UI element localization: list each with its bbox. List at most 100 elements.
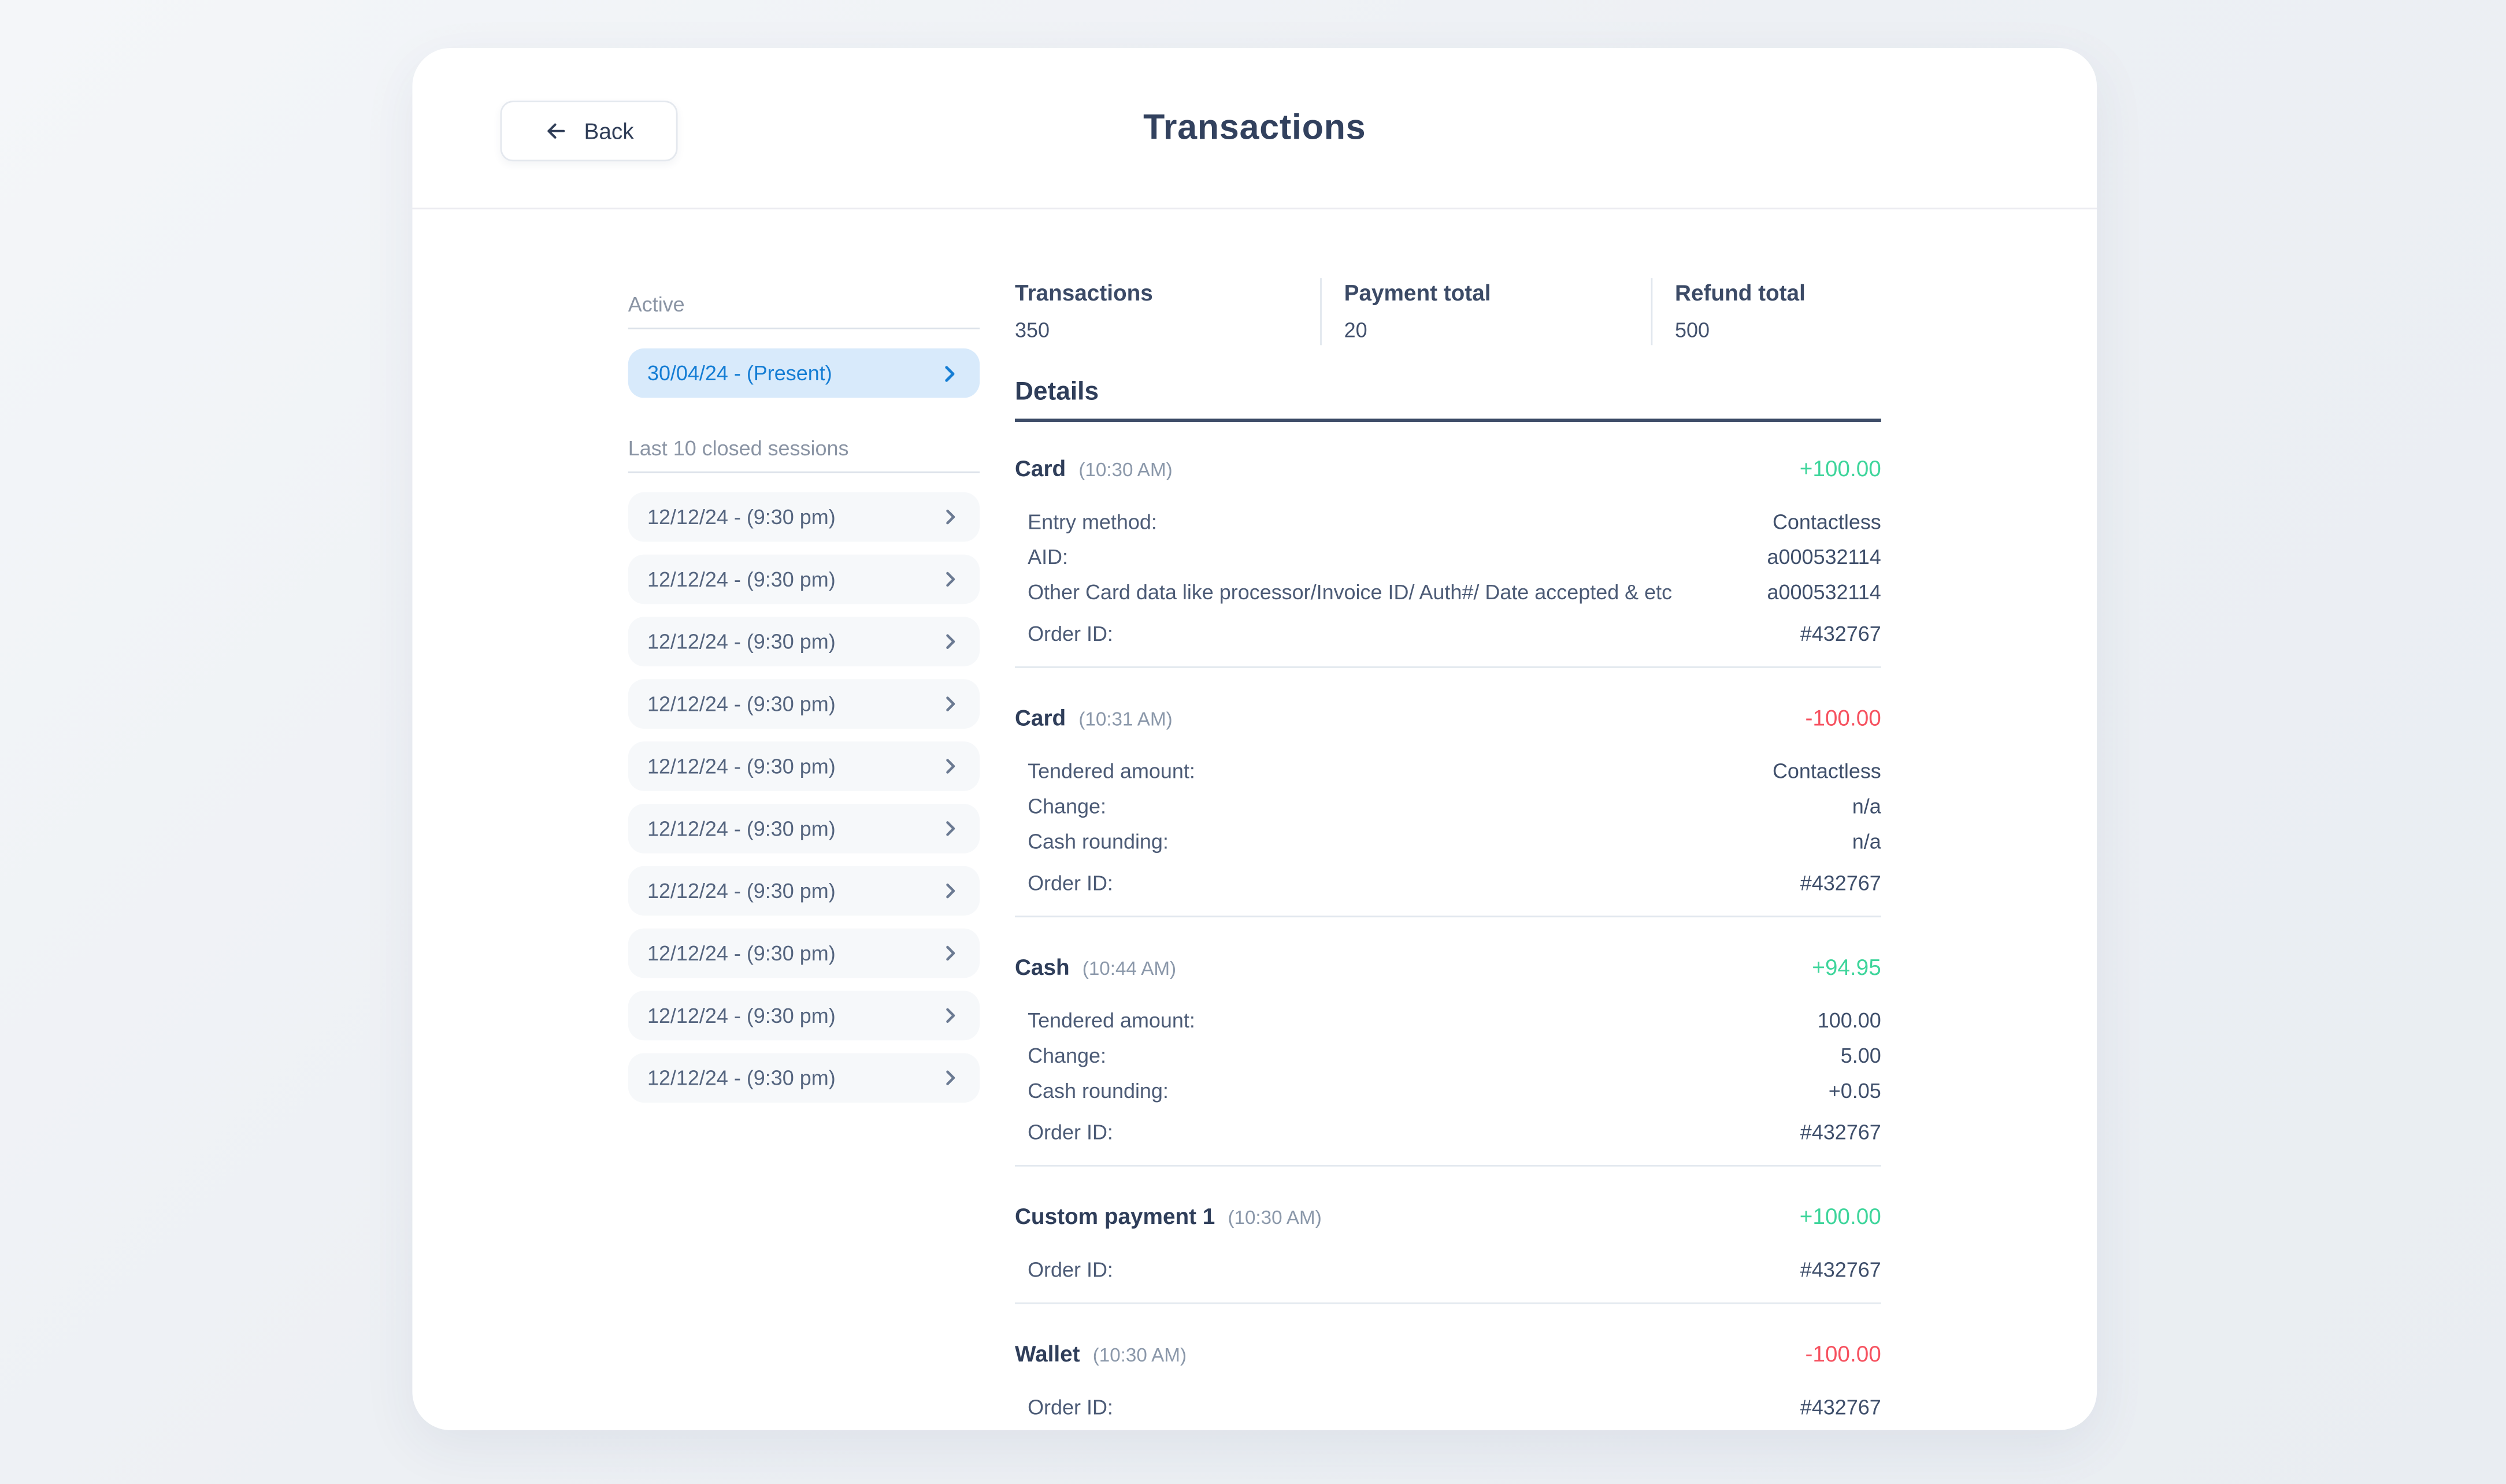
- chevron-right-icon: [940, 1067, 961, 1088]
- stat-payment-total: Payment total 20: [1320, 278, 1651, 346]
- payment-amount: +100.00: [1799, 1203, 1881, 1229]
- detail-value: Contactless: [1772, 510, 1881, 534]
- closed-session-item[interactable]: 12/12/24 - (9:30 pm): [628, 1053, 980, 1103]
- closed-session-item[interactable]: 12/12/24 - (9:30 pm): [628, 741, 980, 791]
- detail-row: AID: a000532114: [1015, 540, 1881, 576]
- closed-session-item[interactable]: 12/12/24 - (9:30 pm): [628, 803, 980, 854]
- session-item-label: 12/12/24 - (9:30 pm): [647, 754, 836, 778]
- payment-method: Wallet: [1014, 1341, 1080, 1367]
- order-id-label: Order ID:: [1028, 871, 1113, 895]
- back-button-label: Back: [584, 118, 634, 144]
- active-session-item[interactable]: 30/04/24 - (Present): [628, 348, 980, 398]
- payment-method: Cash: [1014, 954, 1070, 980]
- detail-row: Cash rounding: +0.05: [1015, 1074, 1881, 1109]
- session-item-label: 12/12/24 - (9:30 pm): [647, 692, 836, 716]
- order-id-label: Order ID:: [1028, 621, 1113, 646]
- payment-amount: +100.00: [1799, 455, 1881, 481]
- order-id-row: Order ID: #432767: [1015, 866, 1881, 901]
- back-button[interactable]: Back: [500, 101, 678, 162]
- detail-label: Tendered amount:: [1028, 759, 1195, 784]
- order-id-row: Order ID: #432767: [1015, 1115, 1881, 1151]
- order-id-value: #432767: [1800, 1257, 1881, 1282]
- detail-row: Change: 5.00: [1015, 1038, 1881, 1074]
- transaction-entry-card-1031: Card (10:31 AM) -100.00 Tendered amount:…: [1015, 668, 1881, 901]
- transactions-summary: Transactions 350 Payment total 20 Refund…: [1014, 278, 1881, 346]
- header: Back Transactions: [412, 48, 2097, 210]
- detail-label: Change:: [1028, 794, 1107, 818]
- detail-label: Change:: [1028, 1043, 1107, 1068]
- order-id-row: Order ID: #432767: [1015, 1390, 1881, 1426]
- detail-label: Tendered amount:: [1028, 1008, 1195, 1033]
- payment-amount: -100.00: [1805, 1341, 1881, 1367]
- transaction-entry-custom-payment: Custom payment 1 (10:30 AM) +100.00 Orde…: [1015, 1167, 1881, 1288]
- order-id-value: #432767: [1800, 871, 1881, 895]
- details-heading: Details: [1014, 379, 1099, 406]
- active-section-label: Active: [628, 292, 685, 317]
- detail-label: Other Card data like processor/Invoice I…: [1028, 580, 1673, 604]
- detail-value: +0.05: [1828, 1078, 1881, 1103]
- app-card: Back Transactions Active 30/04/24 - (Pre…: [412, 47, 2097, 1430]
- session-item-label: 12/12/24 - (9:30 pm): [647, 878, 836, 903]
- order-id-row: Order ID: #432767: [1015, 1253, 1881, 1288]
- session-item-label: 12/12/24 - (9:30 pm): [647, 817, 836, 841]
- detail-row: Entry method: Contactless: [1015, 505, 1881, 540]
- session-item-label: 12/12/24 - (9:30 pm): [647, 1003, 836, 1028]
- detail-value: 100.00: [1817, 1008, 1881, 1033]
- details-rule: [1014, 418, 1881, 422]
- chevron-right-icon: [938, 362, 961, 384]
- entry-divider: [1014, 1164, 1881, 1167]
- payment-method: Custom payment 1: [1014, 1203, 1215, 1229]
- chevron-right-icon: [940, 569, 961, 589]
- session-item-label: 12/12/24 - (9:30 pm): [647, 629, 836, 654]
- stat-label: Refund total: [1675, 279, 1806, 306]
- detail-label: Cash rounding:: [1028, 829, 1169, 854]
- stat-refund-total: Refund total 500: [1651, 278, 1881, 346]
- detail-value: Contactless: [1772, 759, 1881, 784]
- back-arrow-icon: [544, 118, 569, 144]
- active-section-divider: [628, 327, 980, 329]
- chevron-right-icon: [940, 818, 961, 839]
- detail-label: Cash rounding:: [1028, 1078, 1169, 1103]
- transaction-entry-card-1030: Card (10:30 AM) +100.00 Entry method: Co…: [1015, 422, 1881, 652]
- order-id-value: #432767: [1800, 621, 1881, 646]
- entry-divider: [1014, 1302, 1881, 1304]
- session-item-label: 12/12/24 - (9:30 pm): [647, 567, 836, 592]
- payment-time: (10:31 AM): [1078, 708, 1173, 730]
- session-item-label: 12/12/24 - (9:30 pm): [647, 1066, 836, 1090]
- payment-amount: +94.95: [1812, 954, 1881, 980]
- detail-row: Tendered amount: 100.00: [1015, 1004, 1881, 1039]
- detail-value: a000532114: [1767, 544, 1881, 569]
- detail-value: n/a: [1852, 829, 1881, 854]
- chevron-right-icon: [940, 693, 961, 714]
- closed-session-item[interactable]: 12/12/24 - (9:30 pm): [628, 554, 980, 604]
- order-id-label: Order ID:: [1028, 1395, 1113, 1419]
- payment-method: Card: [1014, 455, 1066, 481]
- stat-value: 350: [1014, 318, 1050, 342]
- active-session-label: 30/04/24 - (Present): [647, 361, 832, 385]
- payment-time: (10:30 AM): [1092, 1344, 1187, 1367]
- closed-session-item[interactable]: 12/12/24 - (9:30 pm): [628, 928, 980, 978]
- closed-session-item[interactable]: 12/12/24 - (9:30 pm): [628, 990, 980, 1041]
- transaction-entry-cash-1044: Cash (10:44 AM) +94.95 Tendered amount: …: [1015, 917, 1881, 1151]
- closed-session-item[interactable]: 12/12/24 - (9:30 pm): [628, 679, 980, 729]
- detail-value: 5.00: [1840, 1043, 1881, 1068]
- chevron-right-icon: [940, 631, 961, 652]
- detail-row: Other Card data like processor/Invoice I…: [1015, 576, 1881, 611]
- closed-session-item[interactable]: 12/12/24 - (9:30 pm): [628, 617, 980, 667]
- chevron-right-icon: [940, 943, 961, 964]
- page-title: Transactions: [1143, 107, 1366, 147]
- stat-value: 20: [1344, 318, 1367, 342]
- stat-value: 500: [1675, 318, 1710, 342]
- chevron-right-icon: [940, 756, 961, 777]
- transactions-main: Transactions 350 Payment total 20 Refund…: [1014, 207, 1881, 1430]
- detail-row: Cash rounding: n/a: [1015, 825, 1881, 860]
- closed-session-item[interactable]: 12/12/24 - (9:30 pm): [628, 866, 980, 916]
- closed-session-item[interactable]: 12/12/24 - (9:30 pm): [628, 492, 980, 542]
- detail-value: a000532114: [1767, 580, 1881, 604]
- closed-sessions-label: Last 10 closed sessions: [628, 436, 849, 461]
- chevron-right-icon: [940, 881, 961, 901]
- order-id-row: Order ID: #432767: [1015, 617, 1881, 652]
- detail-label: AID:: [1028, 544, 1069, 569]
- detail-label: Entry method:: [1028, 510, 1157, 534]
